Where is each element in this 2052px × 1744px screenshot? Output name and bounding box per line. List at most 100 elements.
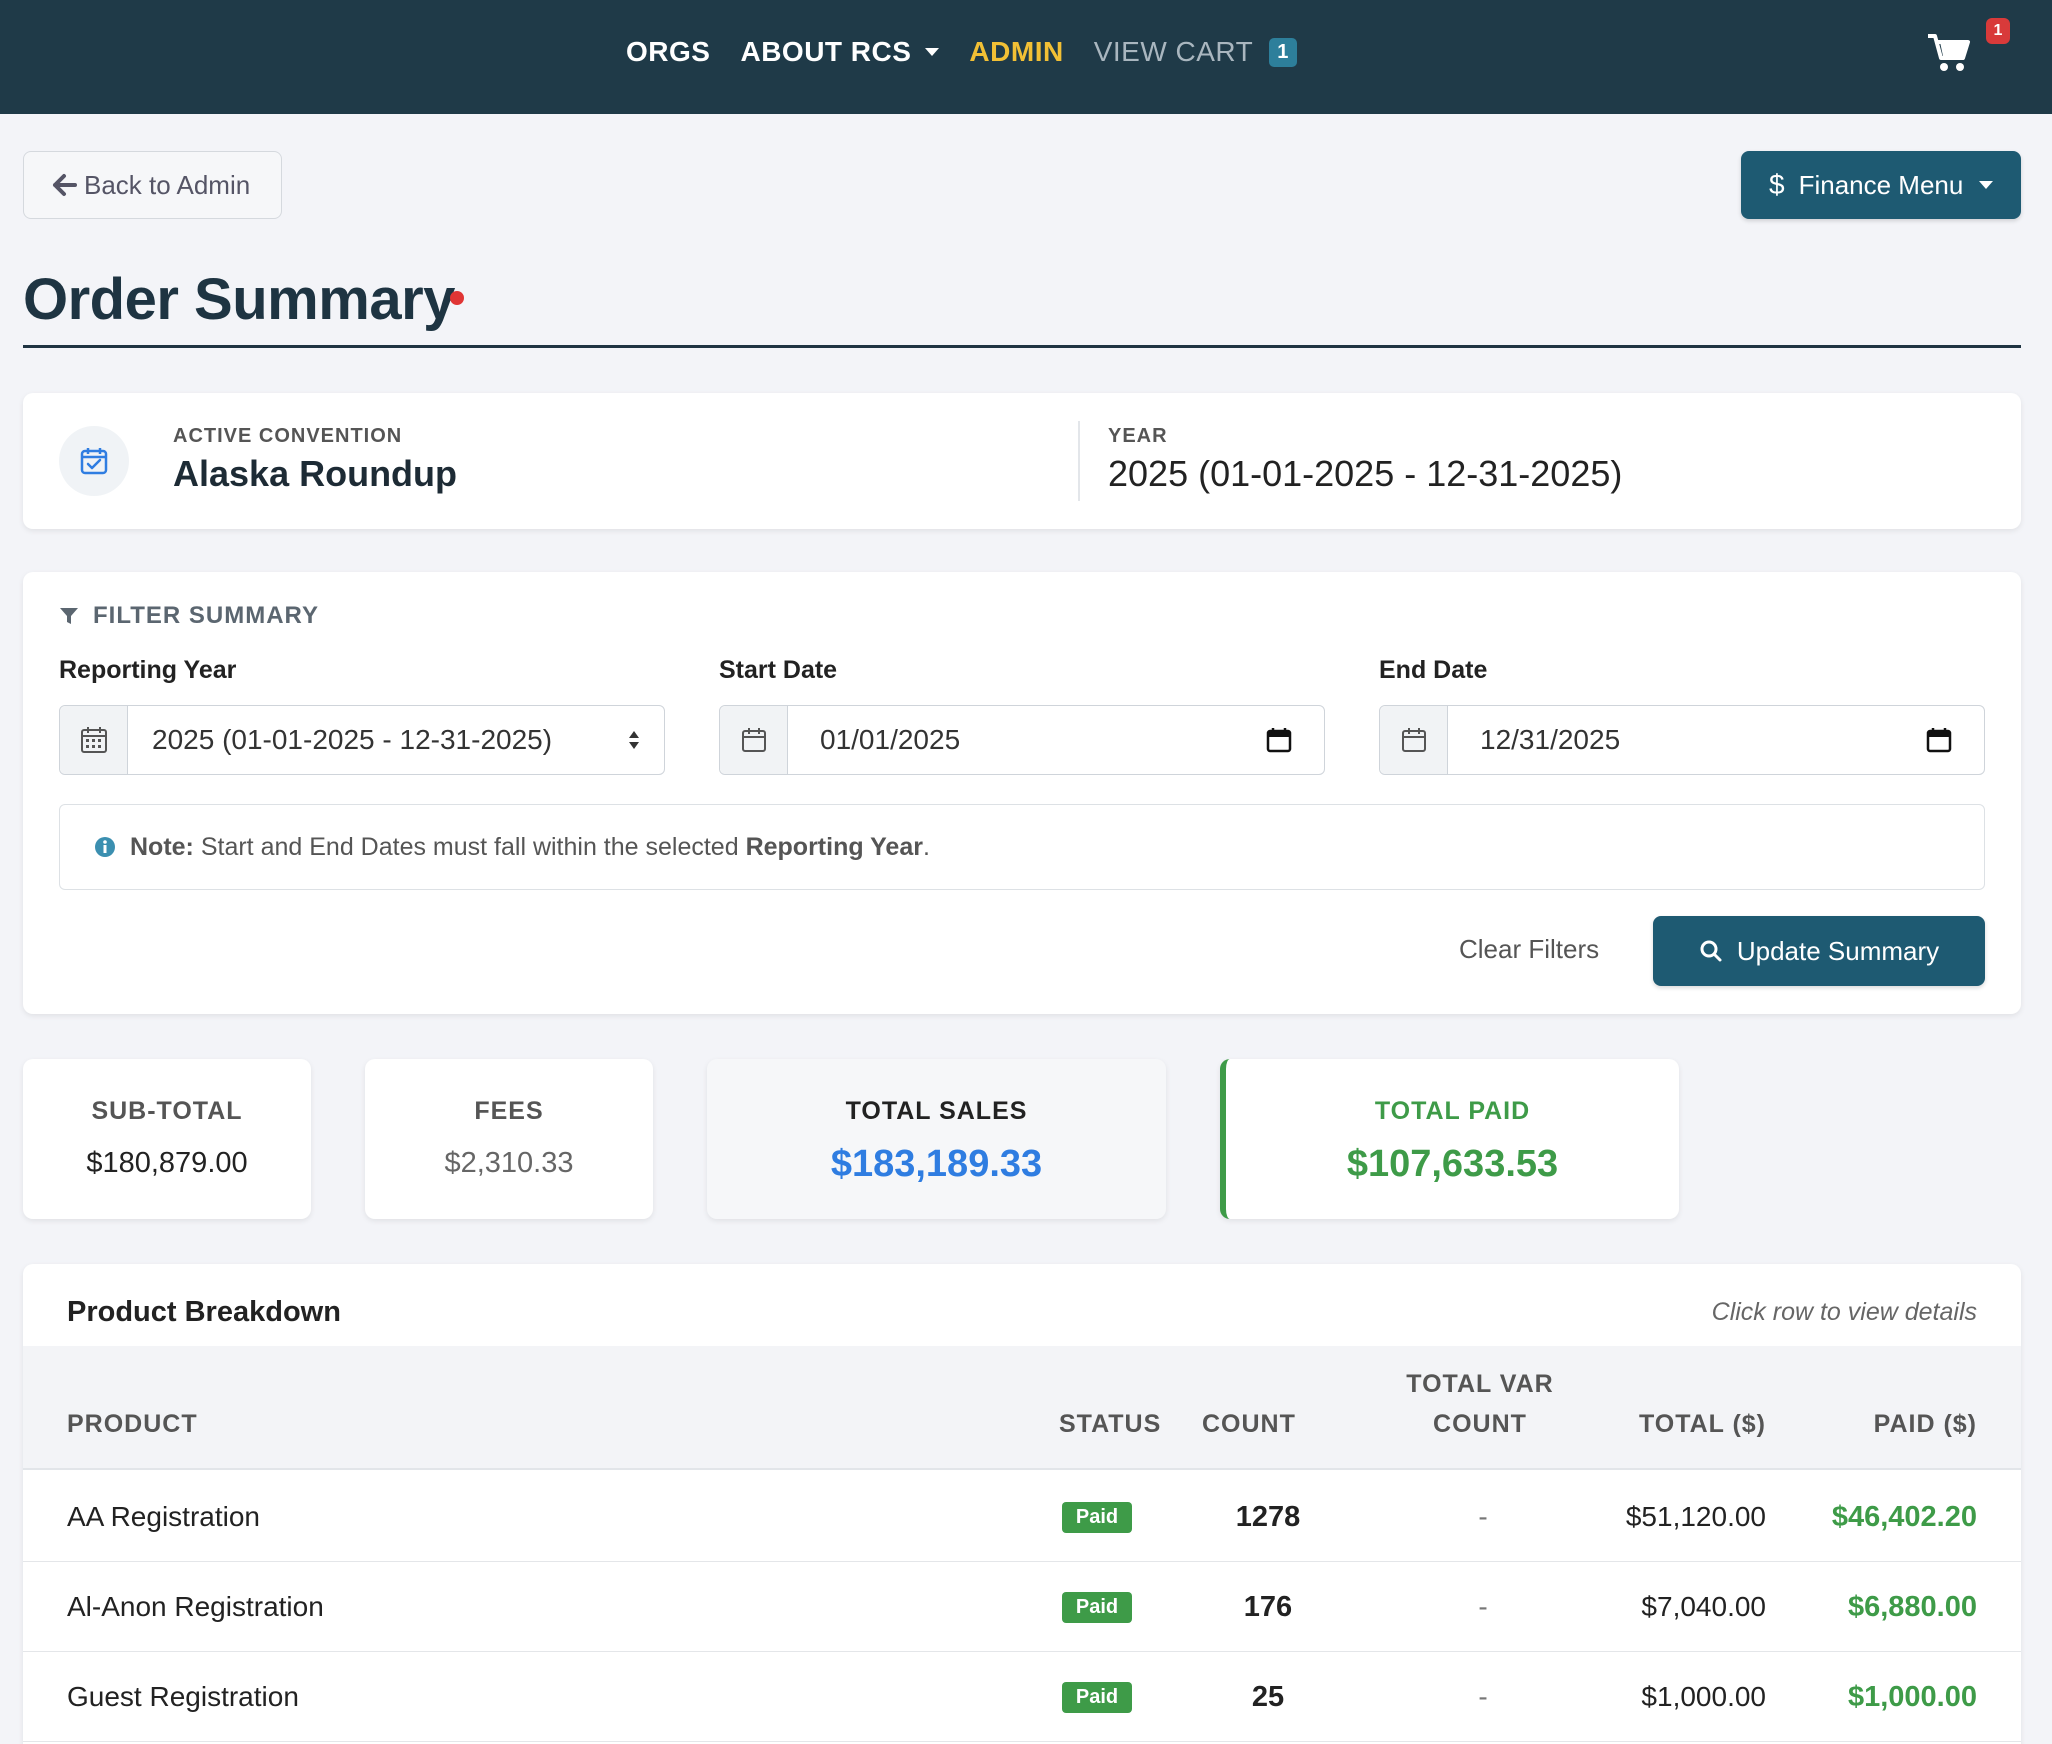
search-icon (1700, 940, 1722, 962)
page-title: Order Summary (23, 267, 455, 332)
product-breakdown-card: Product Breakdown Click row to view deta… (23, 1264, 2021, 1744)
update-summary-label: Update Summary (1736, 935, 1940, 966)
fees-label: FEES (474, 1097, 544, 1125)
status-cell: Paid (1059, 1562, 1135, 1652)
nav-links: ORGS ABOUT RCS ADMIN VIEW CART 1 (626, 30, 1297, 74)
count-value: 176 (1243, 1590, 1293, 1623)
filter-summary-card: FILTER SUMMARY Reporting Year Start Date… (23, 572, 2021, 1014)
nav-about-rcs[interactable]: ABOUT RCS (740, 36, 940, 68)
table-header: PRODUCT STATUS COUNT TOTAL VAR COUNT TOT… (23, 1346, 2021, 1470)
back-to-admin-button[interactable]: Back to Admin (23, 151, 282, 219)
top-navbar: ORGS ABOUT RCS ADMIN VIEW CART 1 1 (0, 0, 2052, 114)
nav-orgs[interactable]: ORGS (626, 36, 711, 67)
calendar-icon (720, 706, 788, 774)
fees-card: FEES $2,310.33 (365, 1059, 653, 1219)
back-to-admin-label: Back to Admin (84, 169, 251, 200)
total-var-count-value: - (1478, 1681, 1488, 1712)
column-paid[interactable]: PAID ($) (1873, 1410, 1977, 1438)
date-picker-icon[interactable] (1234, 727, 1324, 753)
dollar-icon: $ (1769, 169, 1785, 200)
chevron-down-icon (1979, 181, 1994, 189)
product-breakdown-title: Product Breakdown (67, 1296, 341, 1328)
total-paid-label: TOTAL PAID (1374, 1097, 1531, 1125)
finance-menu-label: Finance Menu (1798, 169, 1964, 200)
status-dot (450, 291, 464, 305)
subtotal-value: $180,879.00 (86, 1147, 248, 1179)
table-row[interactable]: AA Registration Paid 1278 - $51,120.00 $… (23, 1472, 2021, 1562)
select-sort-icon (604, 729, 664, 751)
note-strong: Reporting Year (745, 832, 923, 861)
total-var-count-value: - (1478, 1501, 1488, 1532)
calendar-icon (60, 706, 128, 774)
nav-about-label: ABOUT RCS (740, 36, 912, 67)
arrow-left-icon (53, 174, 77, 196)
product-name: Al-Anon Registration (67, 1591, 324, 1622)
paid-value: $6,880.00 (1847, 1590, 1977, 1623)
total-value: $51,120.00 (1625, 1501, 1766, 1532)
total-sales-label: TOTAL SALES (845, 1097, 1028, 1125)
chevron-down-icon (925, 48, 940, 56)
active-convention-card: ACTIVE CONVENTION Alaska Roundup YEAR 20… (23, 393, 2021, 529)
status-badge: Paid (1061, 1591, 1133, 1623)
total-value: $1,000.00 (1641, 1681, 1766, 1712)
date-picker-icon[interactable] (1894, 727, 1984, 753)
end-date-label: End Date (1379, 656, 1488, 684)
table-row[interactable]: Guest Registration Paid 25 - $1,000.00 $… (23, 1652, 2021, 1742)
filter-summary-title: FILTER SUMMARY (93, 602, 319, 629)
column-total[interactable]: TOTAL ($) (1638, 1410, 1766, 1438)
note-prefix: Note: (130, 832, 194, 861)
column-total-var-line2[interactable]: COUNT (1433, 1410, 1527, 1438)
total-sales-card: TOTAL SALES $183,189.33 (707, 1059, 1166, 1219)
cart-count-badge: 1 (1269, 37, 1297, 67)
count-value: 1278 (1235, 1500, 1301, 1533)
fees-value: $2,310.33 (444, 1147, 574, 1179)
subtotal-label: SUB-TOTAL (91, 1097, 243, 1125)
column-product[interactable]: PRODUCT (67, 1410, 198, 1438)
finance-menu-button[interactable]: $ Finance Menu (1741, 151, 2021, 219)
note-text: Start and End Dates must fall within the… (193, 832, 746, 861)
start-date-value: 01/01/2025 (820, 724, 961, 755)
nav-view-cart-label: VIEW CART (1093, 36, 1254, 67)
total-value: $7,040.00 (1641, 1591, 1766, 1622)
divider (1078, 421, 1080, 501)
column-status[interactable]: STATUS (1059, 1410, 1162, 1438)
total-paid-value: $107,633.53 (1346, 1143, 1559, 1185)
calendar-icon (1380, 706, 1448, 774)
total-paid-card: TOTAL PAID $107,633.53 (1220, 1059, 1679, 1219)
subtotal-card: SUB-TOTAL $180,879.00 (23, 1059, 311, 1219)
nav-admin[interactable]: ADMIN (969, 36, 1064, 67)
update-summary-button[interactable]: Update Summary (1653, 916, 1985, 986)
paid-value: $1,000.00 (1847, 1680, 1977, 1713)
filter-icon (60, 608, 78, 624)
nav-view-cart[interactable]: VIEW CART 1 (1094, 36, 1297, 68)
active-convention-name: Alaska Roundup (173, 453, 458, 494)
status-cell: Paid (1059, 1652, 1135, 1742)
title-divider (23, 345, 2021, 348)
start-date-label: Start Date (719, 656, 838, 684)
end-date-input[interactable]: 12/31/2025 (1379, 705, 1985, 775)
reporting-year-label: Reporting Year (59, 656, 237, 684)
calendar-check-icon (59, 426, 129, 496)
year-label: YEAR (1108, 425, 1168, 447)
count-value: 25 (1251, 1680, 1285, 1713)
status-badge: Paid (1061, 1501, 1133, 1533)
cart-notification-badge: 1 (1986, 18, 2010, 44)
year-value: 2025 (01-01-2025 - 12-31-2025) (1108, 453, 1623, 494)
active-convention-label: ACTIVE CONVENTION (173, 425, 403, 447)
table-row[interactable]: Al-Anon Registration Paid 176 - $7,040.0… (23, 1562, 2021, 1652)
info-circle-icon (95, 837, 115, 857)
end-date-value: 12/31/2025 (1480, 724, 1621, 755)
total-sales-value: $183,189.33 (830, 1143, 1043, 1185)
note-suffix: . (922, 832, 930, 861)
clear-filters-button[interactable]: Clear Filters (1459, 934, 1600, 964)
start-date-input[interactable]: 01/01/2025 (719, 705, 1325, 775)
product-name: Guest Registration (67, 1681, 299, 1712)
shopping-cart-icon[interactable] (1926, 30, 1972, 74)
reporting-year-select[interactable]: 2025 (01-01-2025 - 12-31-2025) (59, 705, 665, 775)
date-range-note: Note: Start and End Dates must fall with… (59, 804, 1985, 890)
column-count[interactable]: COUNT (1202, 1410, 1296, 1438)
column-total-var-line1[interactable]: TOTAL VAR (1406, 1370, 1554, 1398)
reporting-year-value: 2025 (01-01-2025 - 12-31-2025) (152, 724, 553, 755)
product-name: AA Registration (67, 1501, 260, 1532)
status-cell: Paid (1059, 1472, 1135, 1562)
